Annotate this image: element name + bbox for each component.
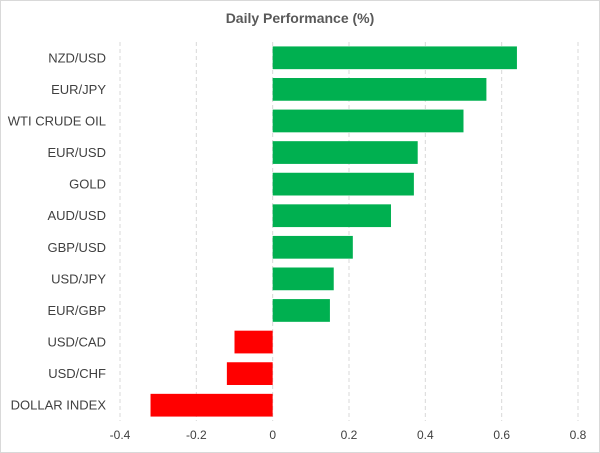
category-label: NZD/USD	[48, 50, 106, 65]
category-label: GOLD	[69, 177, 106, 192]
bars	[150, 46, 517, 417]
category-label: USD/CHF	[48, 366, 106, 381]
bar	[226, 362, 273, 385]
x-tick-label: -0.2	[186, 428, 207, 442]
gridlines	[119, 42, 579, 421]
x-tick-label: 0	[269, 428, 276, 442]
x-tick-label: 0.4	[417, 428, 434, 442]
category-label: WTI CRUDE OIL	[8, 113, 106, 128]
bar	[234, 330, 273, 354]
x-tick-label: 0.6	[493, 428, 510, 442]
category-label: EUR/GBP	[47, 303, 106, 318]
bar	[272, 204, 391, 228]
category-labels: NZD/USD EUR/JPY WTI CRUDE OIL EUR/USD GOLD AU…	[8, 50, 107, 412]
bar	[272, 299, 330, 322]
bar	[272, 141, 418, 164]
x-axis-tick-labels: -0.4 -0.2 0 0.2 0.4 0.6 0.8	[110, 428, 587, 442]
category-label: DOLLAR INDEX	[11, 398, 107, 413]
category-label: USD/JPY	[51, 271, 106, 286]
category-label: AUD/USD	[47, 208, 106, 223]
category-label: EUR/USD	[47, 145, 106, 160]
bar	[272, 267, 334, 291]
category-label: EUR/JPY	[51, 82, 106, 97]
bar	[150, 393, 273, 417]
bar	[272, 235, 353, 259]
bar	[272, 172, 414, 196]
bar	[272, 109, 464, 133]
category-label: GBP/USD	[47, 240, 106, 255]
category-label: USD/CAD	[47, 335, 106, 350]
bar	[272, 46, 517, 70]
chart-title: Daily Performance (%)	[225, 10, 375, 26]
x-tick-label: 0.8	[570, 428, 587, 442]
bar	[272, 78, 487, 101]
x-tick-label: -0.4	[110, 428, 131, 442]
x-tick-label: 0.2	[341, 428, 358, 442]
